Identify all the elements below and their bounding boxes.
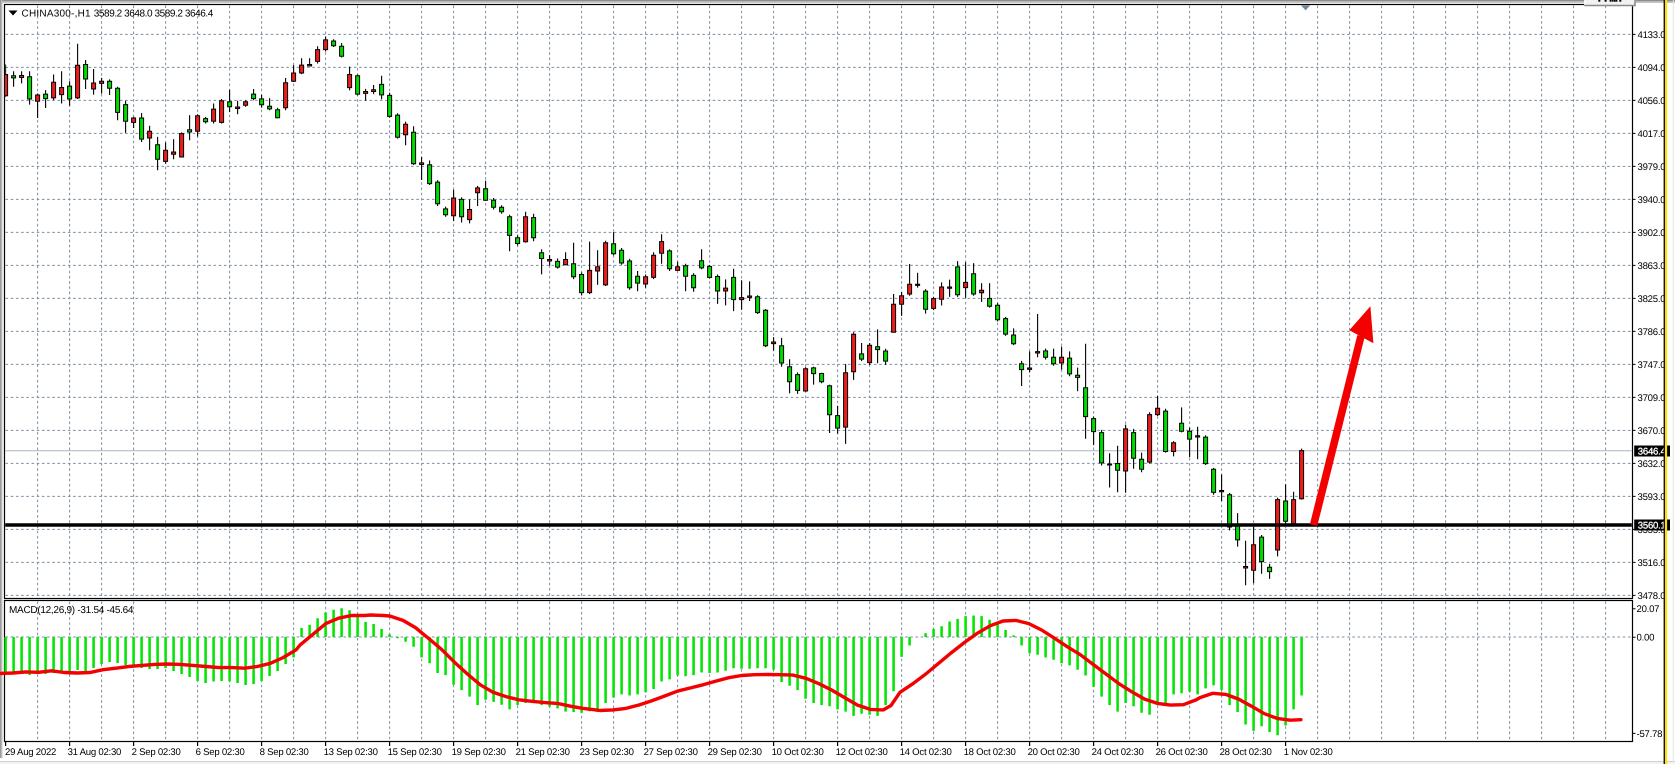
svg-text:29 Aug 2022: 29 Aug 2022 <box>5 747 56 758</box>
svg-text:3979.0: 3979.0 <box>1638 162 1666 173</box>
svg-text:20.07: 20.07 <box>1637 604 1660 615</box>
svg-text:4017.0: 4017.0 <box>1638 129 1666 140</box>
svg-text:27 Sep 02:30: 27 Sep 02:30 <box>644 747 698 758</box>
svg-text:23 Sep 02:30: 23 Sep 02:30 <box>580 747 634 758</box>
svg-text:12 Oct 02:30: 12 Oct 02:30 <box>836 747 888 758</box>
svg-text:13 Sep 02:30: 13 Sep 02:30 <box>324 747 378 758</box>
svg-text:15 Sep 02:30: 15 Sep 02:30 <box>388 747 442 758</box>
svg-text:10 Oct 02:30: 10 Oct 02:30 <box>772 747 824 758</box>
svg-text:6 Sep 02:30: 6 Sep 02:30 <box>196 747 245 758</box>
svg-text:4094.0: 4094.0 <box>1638 63 1666 74</box>
svg-text:3940.0: 3940.0 <box>1638 195 1666 206</box>
svg-text:3593.0: 3593.0 <box>1638 492 1666 503</box>
svg-text:28 Oct 02:30: 28 Oct 02:30 <box>1220 747 1272 758</box>
svg-text:20 Oct 02:30: 20 Oct 02:30 <box>1028 747 1080 758</box>
svg-text:3863.0: 3863.0 <box>1638 261 1666 272</box>
svg-text:3646.4: 3646.4 <box>1638 446 1667 457</box>
svg-text:3670.0: 3670.0 <box>1638 426 1666 437</box>
svg-text:29 Sep 02:30: 29 Sep 02:30 <box>708 747 762 758</box>
svg-text:19 Sep 02:30: 19 Sep 02:30 <box>452 747 506 758</box>
svg-text:0.00: 0.00 <box>1637 633 1655 644</box>
svg-text:8 Sep 02:30: 8 Sep 02:30 <box>260 747 309 758</box>
svg-text:3589.2 3648.0 3589.2 3646.4: 3589.2 3648.0 3589.2 3646.4 <box>94 9 214 20</box>
svg-text:4133.0: 4133.0 <box>1638 30 1666 41</box>
svg-text:1 Nov 02:30: 1 Nov 02:30 <box>1284 747 1333 758</box>
svg-text:3478.0: 3478.0 <box>1638 591 1666 602</box>
svg-text:26 Oct 02:30: 26 Oct 02:30 <box>1156 747 1208 758</box>
svg-text:3786.0: 3786.0 <box>1638 327 1666 338</box>
svg-text:3825.0: 3825.0 <box>1638 294 1666 305</box>
svg-text:2 Sep 02:30: 2 Sep 02:30 <box>132 747 181 758</box>
svg-text:14 Oct 02:30: 14 Oct 02:30 <box>900 747 952 758</box>
svg-text:3632.0: 3632.0 <box>1638 459 1666 470</box>
svg-text:24 Oct 02:30: 24 Oct 02:30 <box>1092 747 1144 758</box>
svg-text:MACD(12,26,9) -31.54 -45.64: MACD(12,26,9) -31.54 -45.64 <box>9 605 134 616</box>
svg-text:3902.0: 3902.0 <box>1638 228 1666 239</box>
svg-text:CHINA300-,H1: CHINA300-,H1 <box>22 9 92 20</box>
svg-text:3709.0: 3709.0 <box>1638 393 1666 404</box>
svg-text:18 Oct 02:30: 18 Oct 02:30 <box>964 747 1016 758</box>
svg-text:3560.1: 3560.1 <box>1638 520 1666 531</box>
svg-text:21 Sep 02:30: 21 Sep 02:30 <box>516 747 570 758</box>
svg-text:-57.78: -57.78 <box>1637 729 1663 740</box>
svg-text:4056.0: 4056.0 <box>1638 96 1666 107</box>
svg-text:3516.0: 3516.0 <box>1638 558 1666 569</box>
svg-text:3747.0: 3747.0 <box>1638 360 1666 371</box>
svg-text:31 Aug 02:30: 31 Aug 02:30 <box>68 747 122 758</box>
